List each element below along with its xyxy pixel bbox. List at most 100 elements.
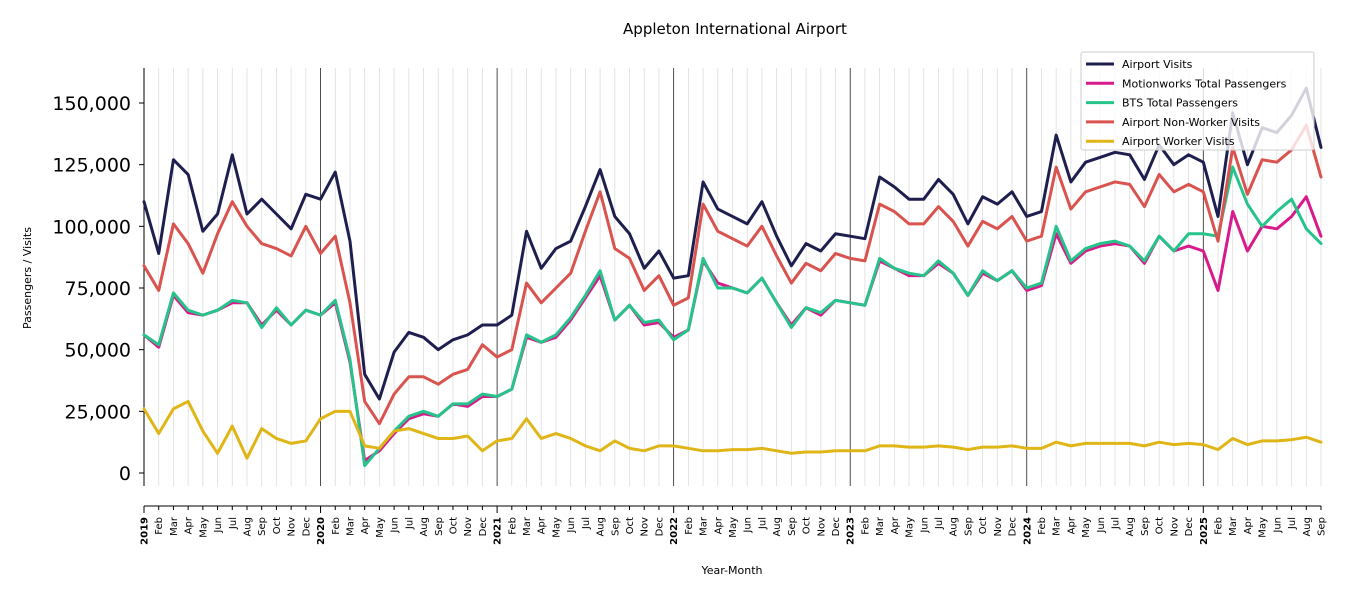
x-month-label: Oct bbox=[448, 517, 459, 534]
legend-label: Airport Worker Visits bbox=[1122, 135, 1235, 148]
legend-box bbox=[1080, 51, 1315, 151]
gridlines bbox=[158, 68, 1322, 486]
x-month-label: Jun bbox=[919, 517, 930, 534]
x-month-label: Sep bbox=[963, 517, 974, 536]
x-month-label: Jun bbox=[566, 517, 577, 534]
x-month-label: Apr bbox=[1243, 516, 1254, 534]
x-month-label: Sep bbox=[434, 517, 445, 536]
x-month-label: Apr bbox=[360, 516, 371, 534]
x-month-label: Dec bbox=[1008, 517, 1019, 536]
y-tick-label: 100,000 bbox=[52, 216, 131, 238]
x-month-label: Sep bbox=[610, 517, 621, 536]
x-month-label: Mar bbox=[1052, 516, 1063, 536]
x-month-label: Feb bbox=[507, 517, 518, 535]
x-month-label: Oct bbox=[978, 517, 989, 534]
x-month-label: Nov bbox=[993, 517, 1004, 537]
x-month-label: Jul bbox=[404, 517, 415, 530]
x-year-label: 2020 bbox=[316, 517, 327, 545]
x-month-label: Jun bbox=[390, 517, 401, 534]
x-month-label: Jun bbox=[743, 517, 754, 534]
x-month-label: Nov bbox=[816, 517, 827, 537]
x-month-label: Mar bbox=[1228, 516, 1239, 536]
x-month-label: Mar bbox=[875, 516, 886, 536]
x-month-label: Jun bbox=[213, 517, 224, 534]
x-month-label: Sep bbox=[257, 517, 268, 536]
x-month-label: Nov bbox=[287, 517, 298, 537]
x-month-label: Jul bbox=[1111, 517, 1122, 530]
x-month-label: Jul bbox=[228, 517, 239, 530]
x-month-label: Dec bbox=[654, 517, 665, 536]
x-month-label: Jun bbox=[1096, 517, 1107, 534]
legend: Airport Visits Motionworks Total Passenge… bbox=[1080, 51, 1315, 151]
x-month-label: Aug bbox=[772, 517, 783, 537]
series-lines bbox=[142, 86, 1323, 468]
x-year-label: 2019 bbox=[140, 517, 151, 545]
x-month-label: Apr bbox=[713, 516, 724, 534]
x-month-label: Jul bbox=[757, 517, 768, 530]
x-month-label: Dec bbox=[478, 517, 489, 536]
x-year-label: 2023 bbox=[846, 517, 857, 545]
x-month-label: Feb bbox=[154, 517, 165, 535]
y-tick-label: 150,000 bbox=[52, 93, 131, 115]
x-month-label: Oct bbox=[802, 517, 813, 534]
x-month-label: Aug bbox=[1125, 517, 1136, 537]
x-month-label: Dec bbox=[1184, 517, 1195, 536]
x-month-label: Apr bbox=[1066, 516, 1077, 534]
series-line-bts-total-passengers bbox=[142, 165, 1323, 468]
x-month-label: Oct bbox=[272, 517, 283, 534]
x-month-label: Aug bbox=[419, 517, 430, 537]
series-line-airport-worker-visits bbox=[142, 399, 1323, 460]
axes: 0 25,000 50,000 75,000 100,000 125,000 150,000… bbox=[52, 68, 1328, 545]
x-axis-label: Year-Month bbox=[700, 564, 762, 577]
x-month-label: May bbox=[375, 517, 386, 538]
x-month-label: Oct bbox=[1155, 517, 1166, 534]
x-month-label: Jul bbox=[934, 517, 945, 530]
x-month-label: Jun bbox=[1272, 517, 1283, 534]
x-month-label: Sep bbox=[787, 517, 798, 536]
x-year-label: 2025 bbox=[1199, 517, 1210, 545]
series-line-airport-non-worker-visits bbox=[142, 123, 1323, 426]
y-tick-label: 125,000 bbox=[52, 155, 131, 177]
x-month-label: Apr bbox=[184, 516, 195, 534]
x-month-label: May bbox=[551, 517, 562, 538]
x-month-label: Sep bbox=[1317, 517, 1328, 536]
y-tick-label: 0 bbox=[119, 463, 131, 485]
x-month-label: Apr bbox=[890, 516, 901, 534]
x-month-label: Aug bbox=[596, 517, 607, 537]
x-month-label: Feb bbox=[860, 517, 871, 535]
x-month-label: Dec bbox=[831, 517, 842, 536]
x-month-label: Apr bbox=[537, 516, 548, 534]
x-month-label: Nov bbox=[640, 517, 651, 537]
x-month-label: Nov bbox=[463, 517, 474, 537]
x-month-label: Jul bbox=[1287, 517, 1298, 530]
legend-label: Airport Visits bbox=[1122, 58, 1193, 71]
y-tick-label: 50,000 bbox=[65, 340, 131, 362]
x-month-label: Mar bbox=[345, 516, 356, 536]
x-year-label: 2022 bbox=[669, 517, 680, 545]
x-month-label: Dec bbox=[301, 517, 312, 536]
x-year-label: 2021 bbox=[493, 517, 504, 545]
x-month-label: Feb bbox=[1214, 517, 1225, 535]
x-month-label: May bbox=[1258, 517, 1269, 538]
x-month-label: May bbox=[198, 517, 209, 538]
x-month-label: May bbox=[1081, 517, 1092, 538]
legend-label: BTS Total Passengers bbox=[1122, 97, 1238, 110]
x-year-label: 2024 bbox=[1022, 517, 1033, 545]
x-month-label: Mar bbox=[699, 516, 710, 536]
x-month-label: Aug bbox=[1302, 517, 1313, 537]
legend-label: Motionworks Total Passengers bbox=[1122, 77, 1287, 90]
x-month-label: Oct bbox=[625, 517, 636, 534]
x-month-label: Nov bbox=[1169, 517, 1180, 537]
chart-title: Appleton International Airport bbox=[623, 20, 847, 38]
x-month-label: Feb bbox=[1037, 517, 1048, 535]
x-month-label: Jul bbox=[581, 517, 592, 530]
x-month-label: Aug bbox=[949, 517, 960, 537]
x-month-label: Feb bbox=[331, 517, 342, 535]
x-month-label: Feb bbox=[684, 517, 695, 535]
x-month-label: Sep bbox=[1140, 517, 1151, 536]
x-month-label: May bbox=[728, 517, 739, 538]
x-month-label: Aug bbox=[242, 517, 253, 537]
x-month-label: Mar bbox=[169, 516, 180, 536]
legend-label: Airport Non-Worker Visits bbox=[1122, 116, 1260, 129]
